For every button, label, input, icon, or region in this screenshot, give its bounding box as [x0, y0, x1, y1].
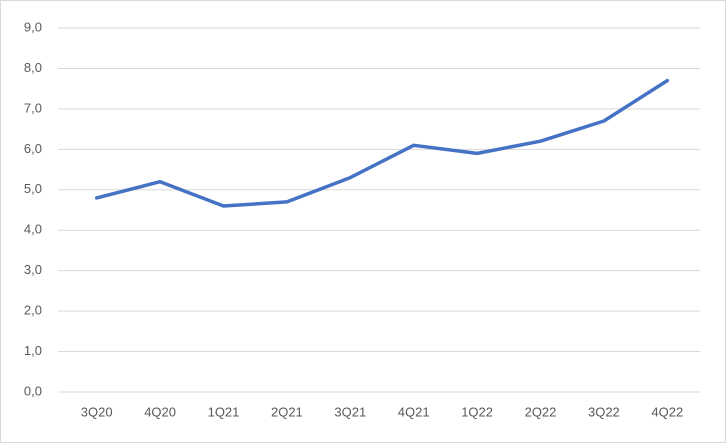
x-tick-label: 4Q21 [398, 404, 430, 419]
x-tick-label: 4Q20 [144, 404, 176, 419]
x-tick-label: 1Q22 [461, 404, 493, 419]
y-tick-label: 4,0 [24, 222, 42, 237]
x-tick-label: 1Q21 [208, 404, 240, 419]
y-tick-label: 7,0 [24, 100, 42, 115]
y-tick-label: 8,0 [24, 60, 42, 75]
x-tick-label: 2Q22 [525, 404, 557, 419]
x-tick-label: 4Q22 [651, 404, 683, 419]
x-tick-label: 2Q21 [271, 404, 303, 419]
y-tick-label: 5,0 [24, 181, 42, 196]
x-tick-label: 3Q20 [81, 404, 113, 419]
y-tick-label: 6,0 [24, 141, 42, 156]
y-tick-label: 1,0 [24, 343, 42, 358]
y-tick-label: 2,0 [24, 303, 42, 318]
y-tick-label: 0,0 [24, 383, 42, 398]
data-line [94, 78, 670, 208]
y-tick-label: 9,0 [24, 19, 42, 34]
x-tick-label: 3Q21 [334, 404, 366, 419]
x-tick-label: 3Q22 [588, 404, 620, 419]
y-tick-label: 3,0 [24, 262, 42, 277]
